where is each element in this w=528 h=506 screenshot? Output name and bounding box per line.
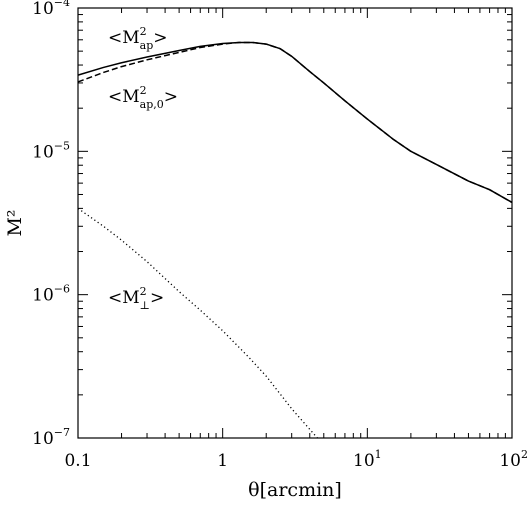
x-tick-label: 101 — [353, 448, 382, 471]
y-tick-label: 10−7 — [32, 426, 70, 449]
tick-marks — [77, 8, 512, 439]
tick-labels: 0.1 1 101 102 10−4 10−5 10−6 10−7 — [32, 0, 528, 471]
x-tick-label: 1 — [217, 451, 228, 471]
annotation-map0: <M2 ap,0> — [108, 84, 178, 111]
x-tick-label: 102 — [499, 448, 528, 471]
series-line-dotted — [77, 207, 320, 440]
x-axis-label: θ[arcmin] — [248, 479, 342, 501]
series-line-dashed — [77, 41, 513, 204]
x-tick-label: 0.1 — [64, 451, 91, 471]
series-line-solid — [77, 41, 513, 204]
series-group — [77, 41, 513, 440]
y-tick-label: 10−4 — [32, 0, 70, 19]
y-tick-label: 10−6 — [32, 283, 70, 306]
plot-frame — [77, 7, 513, 439]
annotation-map: <M2 ap> — [108, 25, 168, 52]
y-axis-label: M² — [4, 209, 26, 236]
y-tick-label: 10−5 — [32, 139, 70, 162]
annotation-mperp: <M2 ⊥> — [108, 285, 164, 312]
